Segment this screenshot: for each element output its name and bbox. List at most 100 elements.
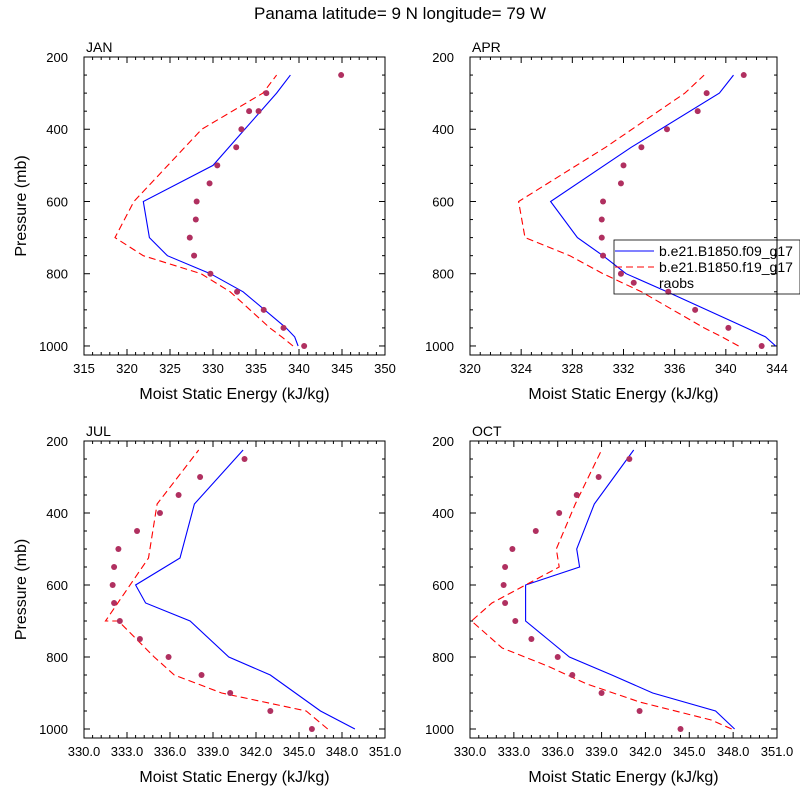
raobs-point xyxy=(197,474,204,480)
panel-jan: JAN 315 320 325 330 335 340 345 350 200 400 600 800 1… xyxy=(13,39,396,403)
x-tick-label: 348.0 xyxy=(717,744,750,759)
raobs-point xyxy=(703,90,710,97)
series-line-f19 xyxy=(114,74,294,347)
raobs-point xyxy=(234,288,241,295)
raobs-point xyxy=(502,564,509,570)
x-tick-label: 340 xyxy=(288,361,310,376)
x-tick-label: 351.0 xyxy=(369,744,402,759)
raobs-point xyxy=(502,600,509,606)
raobs-point xyxy=(116,618,123,624)
raobs-point xyxy=(626,456,633,462)
y-tick-label: 400 xyxy=(432,506,454,521)
raobs-point xyxy=(692,306,699,313)
plot-area xyxy=(104,449,356,732)
raobs-point xyxy=(233,144,240,151)
raobs-point xyxy=(260,306,267,313)
raobs-point xyxy=(301,342,308,349)
x-tick-label: 339.0 xyxy=(585,744,618,759)
plot-frame xyxy=(469,56,778,356)
series-line-f09 xyxy=(525,449,735,730)
series-line-f19 xyxy=(104,449,329,730)
raobs-point xyxy=(600,198,607,205)
x-tick-label: 336.0 xyxy=(154,744,187,759)
raobs-point xyxy=(600,252,607,259)
y-tick-label: 200 xyxy=(432,50,454,65)
panel-label: JAN xyxy=(86,39,112,55)
y-tick-label: 1000 xyxy=(39,722,68,737)
x-tick-label: 336 xyxy=(664,361,686,376)
y-tick-label: 1000 xyxy=(39,339,68,354)
panel-apr: APR 320 324 328 332 336 340 344 200 400 600 800 1000… xyxy=(425,39,788,403)
x-tick-label: 344 xyxy=(766,361,788,376)
raobs-point xyxy=(241,456,248,462)
y-tick-label: 1000 xyxy=(425,339,454,354)
legend: b.e21.B1850.f09_g17b.e21.B1850.f19_g17ra… xyxy=(613,239,800,295)
raobs-point xyxy=(512,618,519,624)
y-axis-label: Pressure (mb) xyxy=(13,539,30,640)
raobs-point xyxy=(115,546,122,552)
x-tick-label: 332 xyxy=(613,361,635,376)
raobs-point xyxy=(192,216,199,223)
raobs-point xyxy=(136,636,143,642)
raobs-point xyxy=(111,564,118,570)
figure-title: Panama latitude= 9 N longitude= 79 W xyxy=(253,4,547,23)
panel-oct: OCT 330.0 333.0 336.0 339.0 342.0 345.0 348.0 35… xyxy=(425,423,793,786)
raobs-point xyxy=(165,654,172,660)
x-axis-label: Moist Static Energy (kJ/kg) xyxy=(528,386,718,403)
y-tick-label: 800 xyxy=(432,267,454,282)
raobs-point xyxy=(598,690,605,696)
raobs-point xyxy=(617,270,624,277)
plot-frame xyxy=(83,56,386,356)
raobs-point xyxy=(569,672,576,678)
raobs-point xyxy=(528,636,535,642)
raobs-point xyxy=(617,180,624,187)
x-tick-label: 333.0 xyxy=(111,744,144,759)
y-tick-label: 600 xyxy=(432,578,454,593)
y-tick-label: 200 xyxy=(432,434,454,449)
series-line-f19 xyxy=(470,449,732,730)
raobs-point xyxy=(109,582,116,588)
plot-area xyxy=(517,72,777,349)
x-tick-label: 342.0 xyxy=(629,744,662,759)
x-tick-label: 330.0 xyxy=(68,744,101,759)
raobs-point xyxy=(263,90,270,97)
panel-jul: JUL 330.0 333.0 336.0 339.0 342.0 345.0 348.0 35… xyxy=(13,423,401,786)
raobs-point xyxy=(620,162,627,169)
y-tick-label: 200 xyxy=(46,434,68,449)
raobs-point xyxy=(198,672,205,678)
x-tick-label: 320 xyxy=(116,361,138,376)
y-tick-label: 600 xyxy=(432,194,454,209)
raobs-point xyxy=(156,510,163,516)
plot-area xyxy=(470,449,735,732)
x-tick-label: 339.0 xyxy=(197,744,230,759)
raobs-point xyxy=(598,216,605,223)
raobs-point xyxy=(677,726,684,732)
raobs-point xyxy=(246,108,253,115)
plot-frame xyxy=(469,440,778,739)
x-tick-label: 320 xyxy=(459,361,481,376)
raobs-point xyxy=(227,690,234,696)
y-tick-label: 400 xyxy=(432,122,454,137)
panel-label: JUL xyxy=(86,423,111,439)
x-tick-label: 348.0 xyxy=(326,744,359,759)
x-tick-label: 345.0 xyxy=(283,744,316,759)
panel-label: APR xyxy=(472,39,501,55)
raobs-point xyxy=(595,474,602,480)
raobs-point xyxy=(573,492,580,498)
x-tick-label: 342.0 xyxy=(240,744,273,759)
y-tick-label: 600 xyxy=(46,578,68,593)
y-tick-label: 600 xyxy=(46,194,68,209)
legend-box xyxy=(613,239,800,295)
y-tick-label: 800 xyxy=(46,650,68,665)
raobs-point xyxy=(554,654,561,660)
x-axis-label: Moist Static Energy (kJ/kg) xyxy=(528,769,718,786)
raobs-point xyxy=(694,108,701,115)
x-axis-label: Moist Static Energy (kJ/kg) xyxy=(139,386,329,403)
legend-label: b.e21.B1850.f09_g17 xyxy=(659,243,793,259)
raobs-point xyxy=(532,528,539,534)
legend-label: raobs xyxy=(659,275,694,291)
raobs-point xyxy=(255,108,262,115)
raobs-point xyxy=(338,72,345,79)
raobs-point xyxy=(500,582,507,588)
